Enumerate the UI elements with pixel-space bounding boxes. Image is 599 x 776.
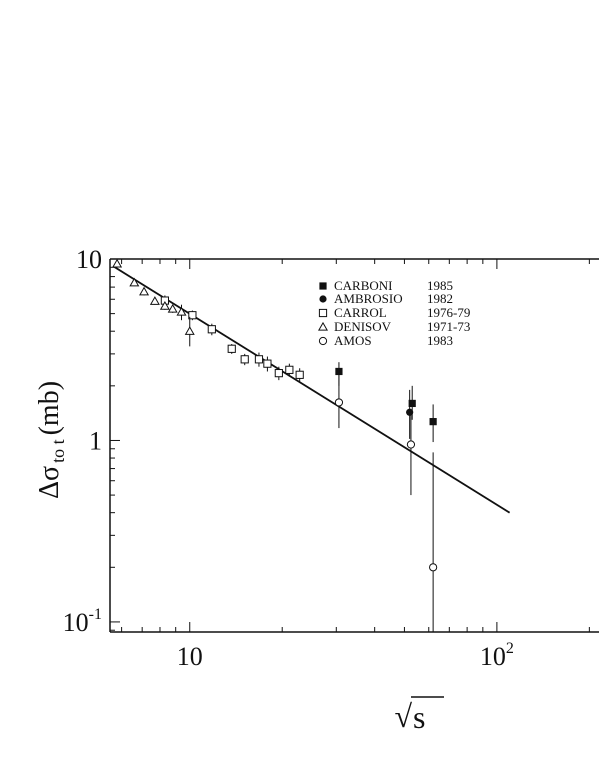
x-tick-label-exponent: 2 bbox=[506, 640, 514, 657]
data-point bbox=[295, 370, 304, 379]
y-tick-label-exponent: -1 bbox=[89, 606, 102, 623]
x-axis-title: √ s bbox=[394, 696, 444, 735]
legend-label: DENISOV bbox=[334, 319, 392, 334]
data-point bbox=[240, 355, 249, 364]
legend-marker-amos bbox=[318, 336, 328, 346]
legend-label: CARBONI bbox=[334, 278, 393, 293]
legend-label: CARROL bbox=[334, 305, 387, 320]
data-point bbox=[207, 325, 216, 334]
y-axis-title-unit: (mb) bbox=[34, 381, 65, 435]
series-amos bbox=[334, 371, 438, 632]
data-point bbox=[274, 369, 283, 378]
legend-year: 1976-79 bbox=[427, 305, 470, 320]
legend-year: 1983 bbox=[427, 333, 453, 348]
data-points-layer bbox=[112, 258, 438, 632]
legend-year: 1971-73 bbox=[427, 319, 470, 334]
data-point bbox=[429, 418, 437, 426]
y-tick-label: 10 bbox=[76, 245, 102, 274]
fit-line bbox=[113, 265, 511, 514]
x-tick-label-base: 10 bbox=[480, 642, 506, 671]
data-point bbox=[429, 563, 438, 572]
data-point bbox=[149, 296, 160, 305]
y-tick-label: 1 bbox=[89, 426, 102, 455]
legend-label: AMOS bbox=[334, 333, 372, 348]
series-carboni bbox=[335, 362, 437, 443]
y-tick-label: 10-1 bbox=[63, 606, 102, 637]
data-point bbox=[167, 303, 178, 313]
x-tick-label: 102 bbox=[480, 640, 514, 671]
data-point bbox=[263, 359, 272, 368]
data-point bbox=[285, 365, 294, 374]
data-point bbox=[112, 258, 123, 268]
data-point bbox=[159, 300, 170, 310]
legend-year: 1985 bbox=[427, 278, 453, 293]
legend-label: AMBROSIO bbox=[334, 291, 403, 306]
y-axis-title: Δσ to t (mb) bbox=[34, 381, 68, 499]
series-ambrosio bbox=[406, 389, 414, 439]
legend-marker-carboni bbox=[319, 282, 327, 290]
legend-marker-carrol bbox=[318, 308, 328, 318]
data-point bbox=[406, 408, 414, 416]
data-point bbox=[334, 398, 344, 407]
fit-line-layer bbox=[113, 265, 511, 514]
data-point bbox=[176, 306, 187, 316]
data-point bbox=[406, 440, 416, 449]
data-point bbox=[254, 355, 264, 364]
data-point bbox=[408, 399, 416, 408]
series-denisov bbox=[112, 258, 195, 347]
x-axis-title-radical: √ bbox=[394, 698, 412, 734]
y-axis-title-subscript: to t bbox=[48, 439, 68, 463]
x-axis-title-symbol: s bbox=[413, 699, 425, 735]
data-point bbox=[188, 311, 197, 320]
data-point bbox=[139, 286, 150, 296]
legend-year: 1982 bbox=[427, 291, 453, 306]
y-axis-title-main: Δσ bbox=[34, 466, 65, 499]
plot-frame bbox=[109, 258, 599, 633]
legend-marker-denisov bbox=[317, 321, 329, 331]
data-point bbox=[227, 344, 236, 353]
y-tick-label-base: 10 bbox=[63, 608, 89, 637]
legend: CARBONI 1985 AMBROSIO 1982 CARROL 1976-79 DENI… bbox=[317, 278, 470, 348]
legend-marker-ambrosio bbox=[319, 295, 327, 303]
data-point bbox=[129, 277, 140, 287]
x-tick-label: 10 bbox=[177, 642, 203, 671]
data-point bbox=[184, 326, 195, 335]
